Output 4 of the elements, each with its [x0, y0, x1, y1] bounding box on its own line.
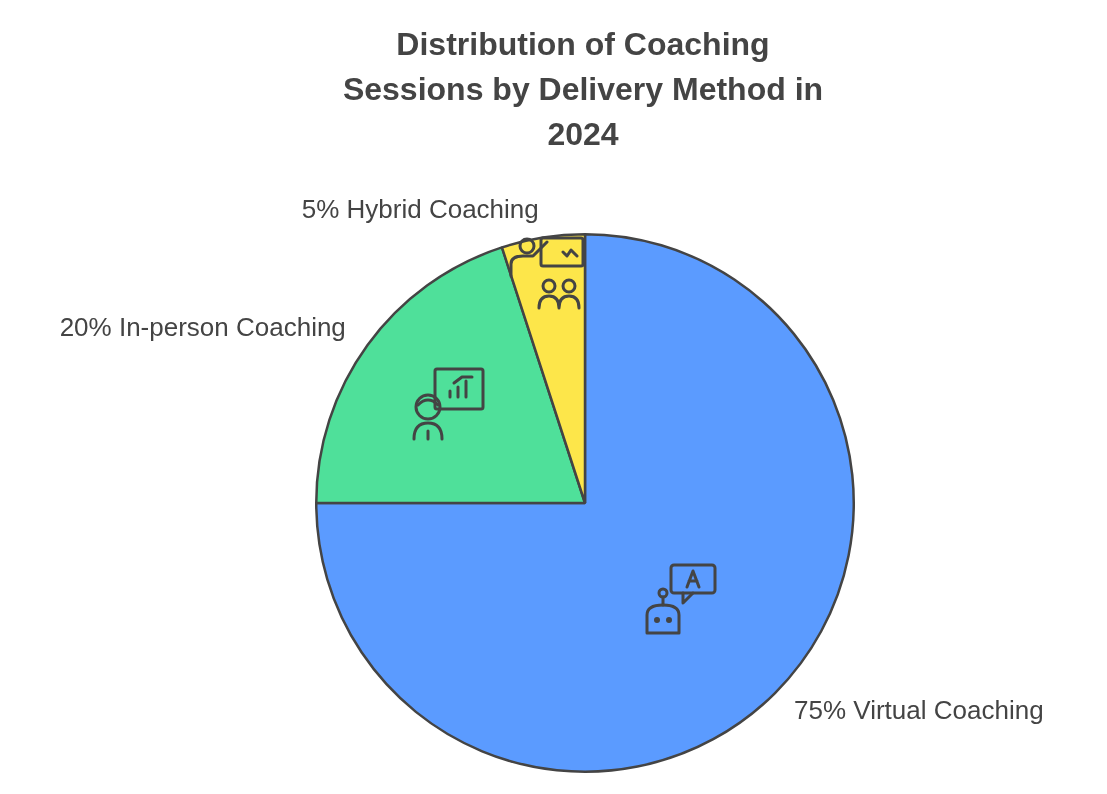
slice-label: 5% Hybrid Coaching: [301, 194, 539, 225]
chart-title: Distribution of Coaching Sessions by Delivery Method in 2024: [341, 25, 825, 154]
slice-label: 20% In-person Coaching: [59, 312, 346, 343]
slice-label: 75% Virtual Coaching: [794, 695, 1044, 726]
